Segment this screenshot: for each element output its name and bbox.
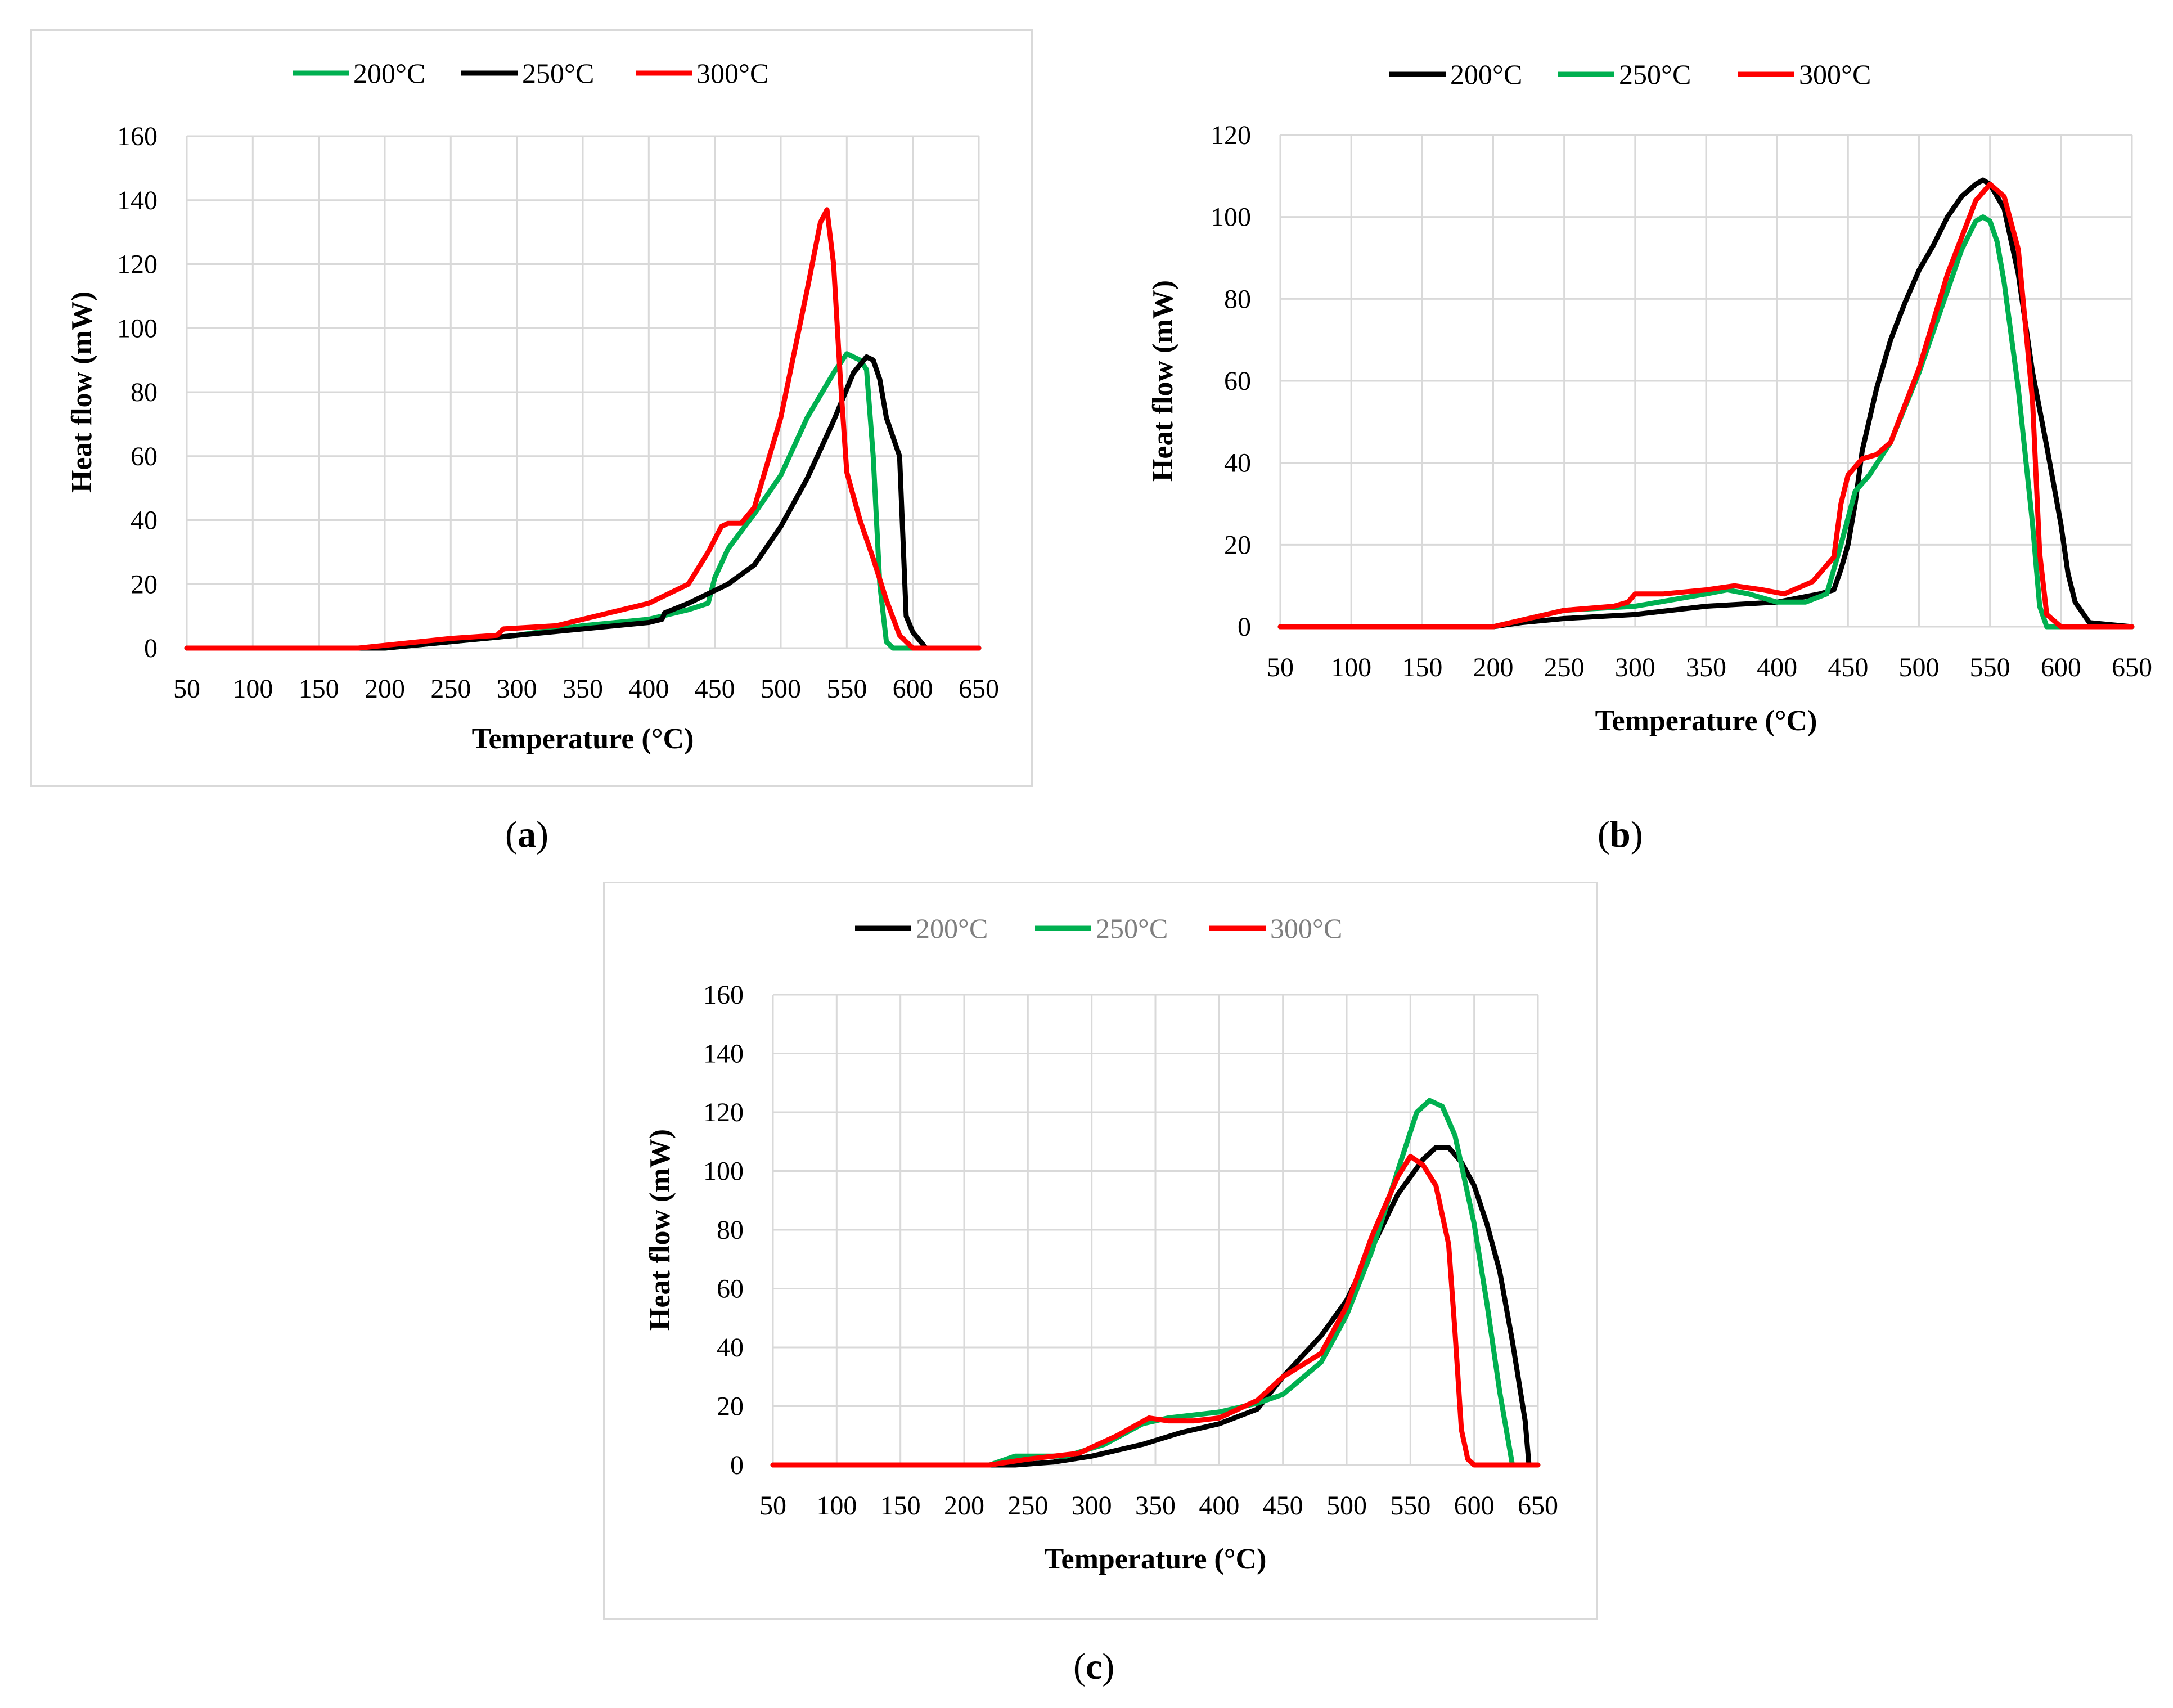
x-tick-label: 100 [816, 1491, 857, 1521]
y-tick-label: 100 [1211, 203, 1251, 232]
legend-label: 300°C [1799, 59, 1871, 90]
y-axis-label: Heat flow (mW) [644, 1129, 676, 1331]
legend-label: 300°C [696, 57, 768, 89]
y-tick-label: 160 [117, 122, 158, 151]
caption-label-b: b [1609, 814, 1631, 855]
x-tick-label: 450 [695, 674, 735, 704]
y-tick-label: 20 [131, 569, 158, 599]
y-tick-label: 40 [131, 506, 158, 536]
series-line-ff0000 [770, 1153, 1541, 1468]
x-tick-label: 650 [959, 674, 999, 704]
y-tick-label: 160 [703, 980, 744, 1010]
legend-label: 250°C [522, 57, 594, 89]
y-tick-label: 80 [717, 1215, 744, 1245]
y-tick-label: 120 [703, 1098, 744, 1127]
y-tick-label: 80 [131, 377, 158, 407]
x-tick-label: 550 [826, 674, 867, 704]
y-tick-label: 40 [1224, 448, 1251, 478]
legend-label: 200°C [916, 913, 988, 944]
series-line-000000 [770, 1145, 1541, 1468]
caption-a: (a) [505, 814, 548, 855]
caption-c: (c) [1073, 1646, 1115, 1687]
x-tick-label: 400 [1757, 653, 1797, 682]
x-tick-label: 450 [1828, 653, 1868, 682]
x-tick-label: 550 [1390, 1491, 1430, 1521]
x-tick-label: 650 [2112, 653, 2152, 682]
legend-label: 200°C [353, 57, 425, 89]
y-tick-label: 120 [117, 250, 158, 280]
x-tick-label: 150 [1402, 653, 1442, 682]
x-tick-label: 250 [430, 674, 471, 704]
legend-label: 200°C [1450, 59, 1522, 90]
x-tick-label: 450 [1263, 1491, 1303, 1521]
series-line-000000 [184, 354, 982, 651]
series-line-ff0000 [1277, 181, 2135, 630]
x-tick-label: 500 [1899, 653, 1940, 682]
x-tick-label: 250 [1007, 1491, 1048, 1521]
x-tick-label: 500 [1326, 1491, 1367, 1521]
x-tick-label: 350 [1135, 1491, 1176, 1521]
x-tick-label: 350 [1686, 653, 1726, 682]
x-tick-label: 200 [365, 674, 405, 704]
x-tick-label: 100 [232, 674, 273, 704]
caption-label-c: c [1085, 1646, 1103, 1687]
y-tick-label: 60 [1224, 366, 1251, 396]
x-tick-label: 50 [759, 1491, 786, 1521]
y-tick-label: 40 [717, 1333, 744, 1363]
x-tick-label: 650 [1518, 1491, 1558, 1521]
x-tick-label: 200 [944, 1491, 984, 1521]
x-tick-label: 200 [1473, 653, 1514, 682]
legend-label: 300°C [1270, 913, 1342, 944]
series-line-ff0000 [184, 207, 982, 651]
y-axis-label: Heat flow (mW) [1147, 280, 1179, 482]
y-tick-label: 140 [703, 1039, 744, 1069]
x-tick-label: 50 [173, 674, 200, 704]
caption-label-a: a [517, 814, 536, 855]
x-tick-label: 600 [893, 674, 933, 704]
legend-label: 250°C [1096, 913, 1168, 944]
x-tick-label: 600 [2041, 653, 2081, 682]
x-tick-label: 300 [497, 674, 537, 704]
x-tick-label: 100 [1331, 653, 1371, 682]
x-tick-label: 150 [299, 674, 339, 704]
x-tick-label: 150 [880, 1491, 921, 1521]
y-tick-label: 0 [144, 633, 158, 663]
chart-frame-c [603, 882, 1598, 1620]
y-tick-label: 120 [1211, 120, 1251, 150]
chart-frame-a [30, 29, 1033, 787]
y-tick-label: 80 [1224, 284, 1251, 314]
y-tick-label: 0 [730, 1450, 744, 1480]
y-tick-label: 20 [1224, 530, 1251, 560]
y-tick-label: 0 [1238, 612, 1251, 642]
x-tick-label: 300 [1615, 653, 1655, 682]
x-tick-label: 50 [1267, 653, 1294, 682]
x-tick-label: 550 [1970, 653, 2010, 682]
y-tick-label: 100 [703, 1157, 744, 1186]
caption-b: (b) [1598, 814, 1643, 855]
x-tick-label: 500 [761, 674, 801, 704]
y-tick-label: 60 [717, 1274, 744, 1304]
x-tick-label: 400 [1199, 1491, 1239, 1521]
x-tick-label: 250 [1544, 653, 1585, 682]
y-tick-label: 20 [717, 1392, 744, 1422]
legend-label: 250°C [1619, 59, 1691, 90]
x-tick-label: 400 [628, 674, 669, 704]
x-tick-label: 600 [1454, 1491, 1495, 1521]
x-tick-label: 300 [1072, 1491, 1112, 1521]
x-axis-label: Temperature (°C) [1595, 705, 1817, 737]
y-axis-label: Heat flow (mW) [66, 291, 98, 493]
y-tick-label: 100 [117, 313, 158, 343]
x-tick-label: 350 [563, 674, 603, 704]
series-line-000000 [1277, 177, 2135, 630]
x-axis-label: Temperature (°C) [1045, 1543, 1267, 1575]
x-axis-label: Temperature (°C) [472, 723, 694, 755]
y-tick-label: 140 [117, 186, 158, 215]
y-tick-label: 60 [131, 442, 158, 471]
